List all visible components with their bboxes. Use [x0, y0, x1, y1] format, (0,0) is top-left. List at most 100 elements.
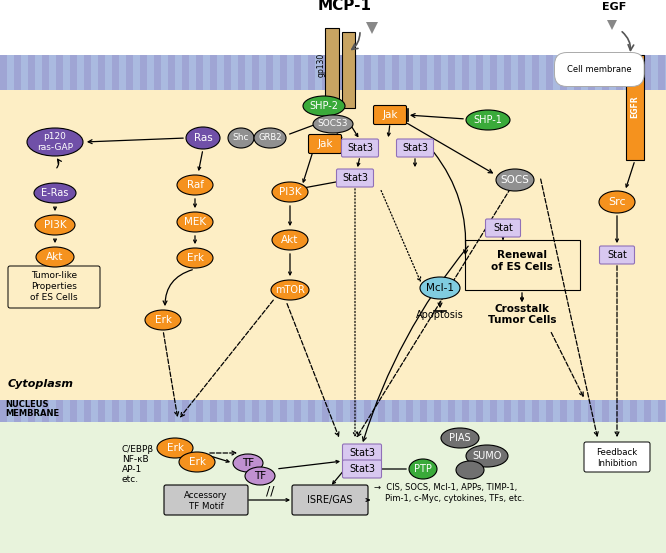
- Text: TF: TF: [254, 471, 266, 481]
- Bar: [420, 400, 427, 422]
- Ellipse shape: [409, 459, 437, 479]
- Bar: [448, 400, 455, 422]
- Bar: [70, 55, 77, 90]
- Ellipse shape: [177, 248, 213, 268]
- Bar: [14, 400, 21, 422]
- Bar: [224, 400, 231, 422]
- Text: NUCLEUS: NUCLEUS: [5, 400, 49, 409]
- Ellipse shape: [466, 110, 510, 130]
- Bar: [602, 55, 609, 90]
- Ellipse shape: [177, 212, 213, 232]
- Text: Ras: Ras: [194, 133, 212, 143]
- Bar: [392, 55, 399, 90]
- Ellipse shape: [441, 428, 479, 448]
- Text: PIAS: PIAS: [449, 433, 471, 443]
- Text: Erk: Erk: [186, 253, 204, 263]
- Text: Crosstalk: Crosstalk: [494, 304, 549, 314]
- Bar: [406, 400, 413, 422]
- Ellipse shape: [272, 230, 308, 250]
- Text: Properties: Properties: [31, 282, 77, 291]
- Bar: [434, 55, 441, 90]
- Ellipse shape: [271, 280, 309, 300]
- Bar: [588, 55, 595, 90]
- Bar: [140, 400, 147, 422]
- Ellipse shape: [420, 277, 460, 299]
- Bar: [210, 55, 217, 90]
- Bar: [14, 55, 21, 90]
- Bar: [630, 400, 637, 422]
- Bar: [518, 55, 525, 90]
- FancyBboxPatch shape: [342, 444, 382, 462]
- Bar: [560, 400, 567, 422]
- Text: Pim-1, c-Myc, cytokines, TFs, etc.: Pim-1, c-Myc, cytokines, TFs, etc.: [385, 494, 525, 503]
- Bar: [154, 400, 161, 422]
- FancyBboxPatch shape: [374, 106, 406, 124]
- Bar: [126, 55, 133, 90]
- Ellipse shape: [228, 128, 254, 148]
- Bar: [406, 55, 413, 90]
- Bar: [336, 400, 343, 422]
- Text: Stat3: Stat3: [347, 143, 373, 153]
- Bar: [532, 55, 539, 90]
- FancyBboxPatch shape: [342, 139, 378, 157]
- Text: Akt: Akt: [47, 252, 64, 262]
- Bar: [0, 415, 666, 553]
- Bar: [126, 400, 133, 422]
- FancyBboxPatch shape: [584, 442, 650, 472]
- Text: Raf: Raf: [186, 180, 204, 190]
- Bar: [182, 400, 189, 422]
- Bar: [322, 55, 329, 90]
- Bar: [84, 400, 91, 422]
- Bar: [252, 400, 259, 422]
- Bar: [325, 28, 339, 108]
- Bar: [322, 400, 329, 422]
- Bar: [462, 400, 469, 422]
- Bar: [490, 55, 497, 90]
- Bar: [644, 400, 651, 422]
- Bar: [154, 55, 161, 90]
- Ellipse shape: [35, 215, 75, 235]
- Bar: [0, 55, 7, 90]
- Text: AP-1: AP-1: [122, 465, 143, 474]
- Text: Stat3: Stat3: [349, 464, 375, 474]
- Text: E-Ras: E-Ras: [41, 188, 69, 198]
- Text: SOCS: SOCS: [501, 175, 529, 185]
- Ellipse shape: [157, 438, 193, 458]
- Bar: [378, 55, 385, 90]
- Text: SOCS3: SOCS3: [318, 119, 348, 128]
- Bar: [98, 55, 105, 90]
- Text: GRB2: GRB2: [258, 133, 282, 143]
- Ellipse shape: [36, 247, 74, 267]
- Text: gp130: gp130: [316, 53, 326, 77]
- Bar: [224, 55, 231, 90]
- Ellipse shape: [27, 128, 83, 156]
- Bar: [574, 55, 581, 90]
- Ellipse shape: [179, 452, 215, 472]
- Bar: [504, 400, 511, 422]
- Text: mTOR: mTOR: [275, 285, 305, 295]
- Text: Stat: Stat: [607, 250, 627, 260]
- Bar: [476, 400, 483, 422]
- Bar: [364, 55, 371, 90]
- Bar: [532, 400, 539, 422]
- Text: Mcl-1: Mcl-1: [426, 283, 454, 293]
- Ellipse shape: [313, 115, 353, 133]
- Bar: [546, 55, 553, 90]
- Text: →  CIS, SOCS, Mcl-1, APPs, TIMP-1,: → CIS, SOCS, Mcl-1, APPs, TIMP-1,: [374, 483, 517, 492]
- Bar: [364, 400, 371, 422]
- Bar: [84, 55, 91, 90]
- Text: Jak: Jak: [382, 110, 398, 120]
- Ellipse shape: [456, 461, 484, 479]
- Text: Erk: Erk: [166, 443, 184, 453]
- Bar: [266, 55, 273, 90]
- Bar: [56, 55, 63, 90]
- Bar: [294, 400, 301, 422]
- Bar: [98, 400, 105, 422]
- Bar: [168, 400, 175, 422]
- Text: Stat3: Stat3: [342, 173, 368, 183]
- Bar: [392, 400, 399, 422]
- FancyBboxPatch shape: [396, 139, 434, 157]
- Text: PTP: PTP: [414, 464, 432, 474]
- Bar: [616, 400, 623, 422]
- Text: MEK: MEK: [184, 217, 206, 227]
